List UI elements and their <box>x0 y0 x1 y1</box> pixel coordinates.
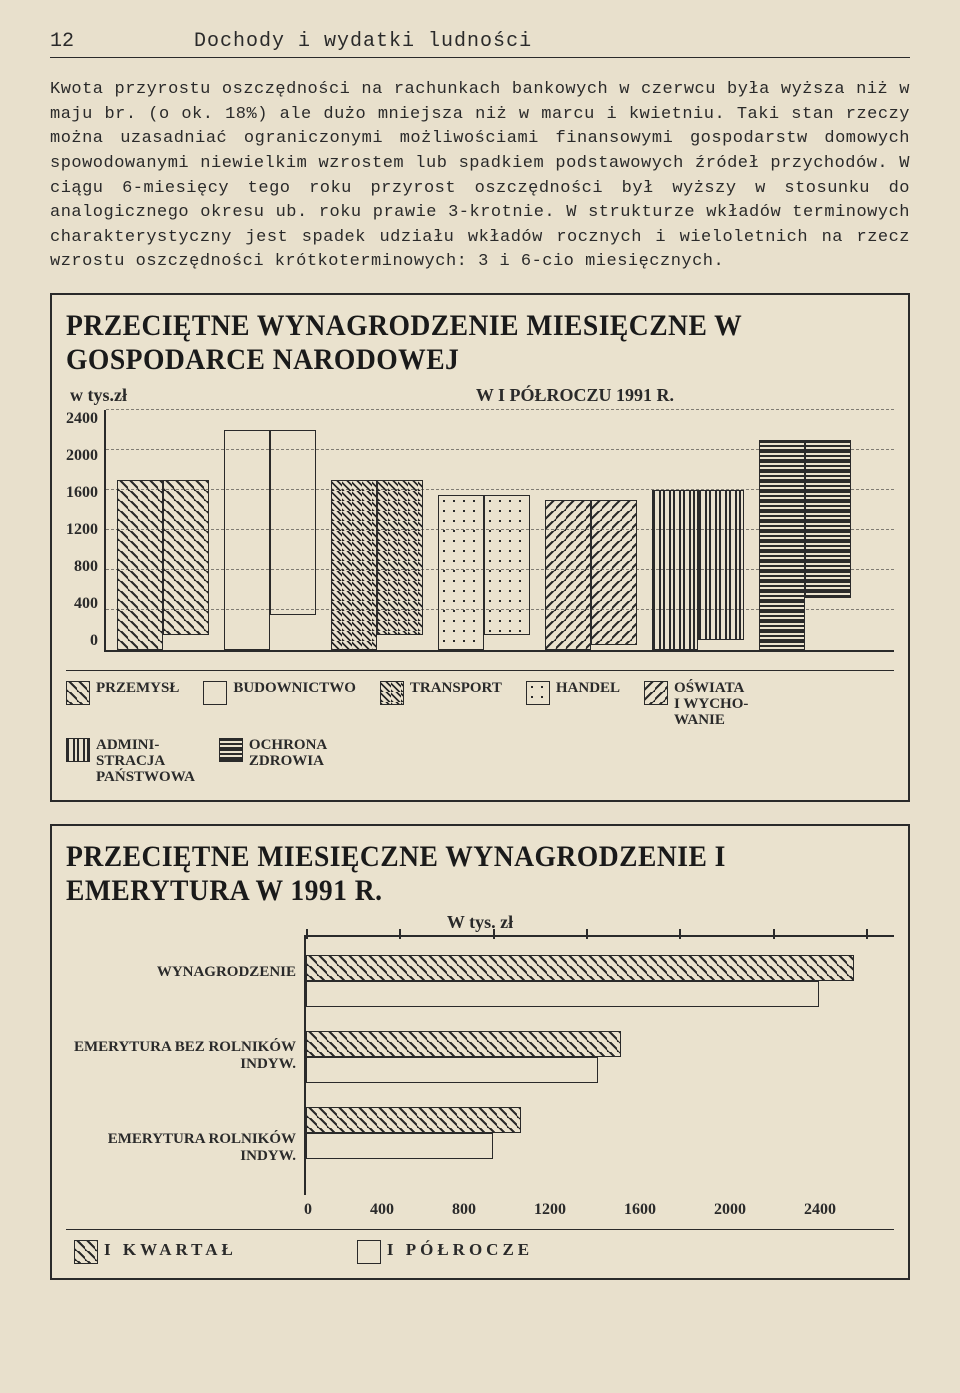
chart-1-bar <box>224 430 270 650</box>
chart-2-bar <box>306 1057 598 1083</box>
body-paragraph: Kwota przyrostu oszczędności na rachunka… <box>50 78 910 275</box>
chart-1-area: 2400 2000 1600 1200 800 400 0 <box>66 410 894 652</box>
chart-2-row <box>306 1031 621 1083</box>
chart-1-legend-item: OCHRONA ZDROWIA <box>219 738 327 785</box>
chart-1-bar <box>759 440 805 650</box>
chart-1-bargroup <box>224 430 316 650</box>
page: 12 Dochody i wydatki ludności Kwota przy… <box>0 0 960 1332</box>
chart-1-bargroup <box>759 440 851 650</box>
chart-2-bar <box>306 1107 521 1133</box>
chart-1-box: PRZECIĘTNE WYNAGRODZENIE MIESIĘCZNE W GO… <box>50 293 910 802</box>
legend-label: I PÓŁROCZE <box>387 1240 533 1260</box>
legend-label: PRZEMYSŁ <box>96 681 179 697</box>
chart-1-ytick: 1200 <box>66 521 98 539</box>
chart-1-bar <box>484 495 530 635</box>
legend-swatch <box>644 681 668 705</box>
chart-2-subtitle: W tys. zł <box>66 912 894 933</box>
chart-2-rowlabel: WYNAGRODZENIE <box>66 964 296 981</box>
chart-2-xaxis: 0 400 800 1200 1600 2000 2400 <box>304 1201 894 1219</box>
chart-1-bar <box>438 495 484 650</box>
legend-label: HANDEL <box>556 681 620 697</box>
page-header: 12 Dochody i wydatki ludności <box>50 30 910 58</box>
chart-2-xtick: 1200 <box>534 1201 566 1219</box>
chart-1-ytick: 2400 <box>66 410 98 428</box>
chart-1-bargroup <box>438 495 530 650</box>
chart-2-row <box>306 1107 521 1159</box>
legend-swatch <box>357 1240 381 1264</box>
chart-2-rowlabel: EMERYTURA ROLNIKÓW INDYW. <box>66 1131 296 1165</box>
legend-swatch <box>66 738 90 762</box>
chart-1-legend: PRZEMYSŁ BUDOWNICTWO TRANSPORT HANDEL OŚWIAT… <box>66 670 894 786</box>
chart-1-bargroup <box>545 500 637 650</box>
header-title: Dochody i wydatki ludności <box>194 30 532 53</box>
chart-1-ytick: 1600 <box>66 484 98 502</box>
chart-1-bar <box>163 480 209 635</box>
chart-1-bar <box>698 490 744 640</box>
chart-2-rowlabel: EMERYTURA BEZ ROLNIKÓW INDYW. <box>66 1039 296 1073</box>
legend-swatch <box>380 681 404 705</box>
chart-1-ytick: 800 <box>74 558 98 576</box>
chart-1-bargroup <box>117 480 209 650</box>
chart-2-labels: WYNAGRODZENIE EMERYTURA BEZ ROLNIKÓW INDY… <box>66 935 304 1195</box>
chart-1-subrow: w tys.zł W I PÓŁROCZU 1991 R. <box>66 379 894 410</box>
chart-1-legend-item: OŚWIATA I WYCHO- WANIE <box>644 681 748 728</box>
chart-1-bar <box>805 440 851 598</box>
legend-swatch <box>203 681 227 705</box>
legend-label: TRANSPORT <box>410 681 502 697</box>
chart-1-plot <box>104 410 894 652</box>
chart-1-subtitle: W I PÓŁROCZU 1991 R. <box>476 385 674 406</box>
chart-2-bar <box>306 1133 493 1159</box>
legend-label: I KWARTAŁ <box>104 1240 237 1260</box>
chart-2-plot <box>304 935 894 1195</box>
chart-2-xtick: 2400 <box>804 1201 836 1219</box>
chart-2-xtick: 1600 <box>624 1201 656 1219</box>
chart-1-bar <box>652 490 698 650</box>
legend-label: BUDOWNICTWO <box>233 681 356 697</box>
chart-1-bar <box>591 500 637 645</box>
chart-1-bar <box>377 480 423 635</box>
chart-2-bar <box>306 981 819 1007</box>
chart-2-xtick: 800 <box>452 1201 476 1219</box>
chart-2-box: PRZECIĘTNE MIESIĘCZNE WYNAGRODZENIE I EM… <box>50 824 910 1280</box>
chart-2-topaxis <box>306 935 894 937</box>
chart-1-legend-item: TRANSPORT <box>380 681 502 728</box>
chart-1-ytick: 400 <box>74 595 98 613</box>
chart-2-row <box>306 955 854 1007</box>
legend-label: OŚWIATA I WYCHO- WANIE <box>674 681 748 728</box>
chart-1-bar <box>270 430 316 615</box>
legend-swatch <box>219 738 243 762</box>
chart-2-bar <box>306 955 854 981</box>
chart-2-legend-item: I PÓŁROCZE <box>357 1240 533 1264</box>
chart-1-bargroup <box>652 490 744 650</box>
chart-1-ytick: 2000 <box>66 447 98 465</box>
chart-2-title: PRZECIĘTNE MIESIĘCZNE WYNAGRODZENIE I EM… <box>66 840 828 908</box>
chart-1-legend-item: ADMINI- STRACJA PAŃSTWOWA <box>66 738 195 785</box>
chart-2-legend-item: I KWARTAŁ <box>74 1240 237 1264</box>
chart-1-legend-item: HANDEL <box>526 681 620 728</box>
chart-1-ytick: 0 <box>90 632 98 650</box>
chart-1-bar <box>117 480 163 650</box>
legend-label: OCHRONA ZDROWIA <box>249 738 327 770</box>
legend-label: ADMINI- STRACJA PAŃSTWOWA <box>96 738 195 785</box>
chart-2-xtick: 2000 <box>714 1201 746 1219</box>
chart-2-area: WYNAGRODZENIE EMERYTURA BEZ ROLNIKÓW INDY… <box>66 935 894 1195</box>
legend-swatch <box>66 681 90 705</box>
chart-1-legend-item: PRZEMYSŁ <box>66 681 179 728</box>
chart-1-yaxis: 2400 2000 1600 1200 800 400 0 <box>66 410 104 650</box>
chart-1-bargroup <box>331 480 423 650</box>
legend-swatch <box>74 1240 98 1264</box>
chart-1-title: PRZECIĘTNE WYNAGRODZENIE MIESIĘCZNE W GO… <box>66 309 828 377</box>
chart-2-legend: I KWARTAŁ I PÓŁROCZE <box>66 1229 894 1264</box>
chart-1-yunit: w tys.zł <box>70 385 127 406</box>
page-number: 12 <box>50 30 74 53</box>
chart-1-bar <box>331 480 377 650</box>
chart-1-legend-item: BUDOWNICTWO <box>203 681 356 728</box>
chart-1-bar <box>545 500 591 650</box>
legend-swatch <box>526 681 550 705</box>
chart-2-bar <box>306 1031 621 1057</box>
chart-2-xtick: 400 <box>370 1201 394 1219</box>
chart-2-xtick: 0 <box>304 1201 312 1219</box>
